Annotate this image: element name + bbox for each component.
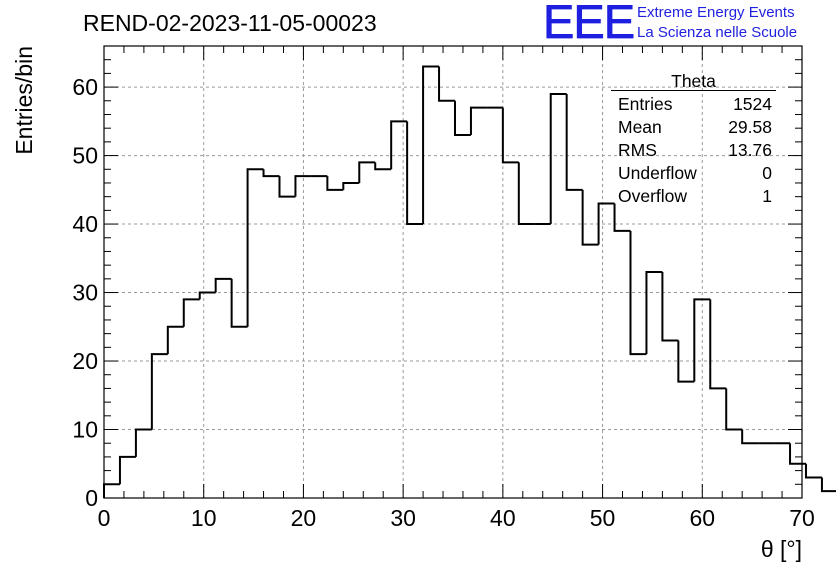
y-tick-label: 0 — [85, 485, 98, 511]
histogram-bin — [294, 175, 312, 197]
histogram-bin — [198, 291, 216, 300]
logo-caption-line1: Extreme Energy Events — [637, 4, 795, 21]
plot-frame — [103, 45, 803, 499]
y-tick-label: 10 — [72, 417, 98, 443]
histogram-bin — [230, 278, 248, 328]
histogram-bin — [438, 66, 455, 102]
histogram-bin — [693, 298, 711, 382]
histogram-bin — [453, 100, 471, 137]
histogram-bin — [661, 272, 679, 342]
axis-ticks — [103, 45, 803, 499]
histogram-bin — [789, 443, 806, 465]
histogram-bin — [501, 107, 519, 164]
histogram-bin — [725, 388, 743, 431]
histogram-bin — [709, 299, 727, 390]
histogram-bin — [581, 189, 599, 246]
y-tick-label: 40 — [72, 211, 98, 237]
x-tick-label: 10 — [191, 505, 217, 531]
stats-value: 13.76 — [728, 140, 772, 160]
stats-value: 1 — [762, 186, 772, 206]
histogram-bin — [804, 463, 822, 479]
histogram-bin — [597, 202, 615, 245]
stats-row-rms: RMS 13.76 — [611, 139, 776, 162]
histogram-bin — [469, 106, 487, 136]
x-axis-label: θ [°] — [761, 536, 802, 562]
histogram-bars — [103, 65, 836, 498]
histogram-bin — [820, 477, 836, 493]
histogram-bin — [182, 298, 200, 327]
histogram-bin — [741, 429, 759, 445]
stats-label: Underflow — [618, 163, 697, 183]
stats-row-overflow: Overflow 1 — [611, 185, 776, 208]
x-tick-label: 50 — [590, 505, 616, 531]
histogram-bin — [406, 121, 424, 226]
x-tick-label: 20 — [291, 505, 317, 531]
logo-caption: Extreme Energy Events La Scienza nelle S… — [637, 3, 797, 43]
histogram-bin — [517, 162, 535, 226]
histogram-bin — [374, 162, 392, 171]
histogram-bin — [326, 176, 344, 191]
histogram-bin — [677, 340, 695, 383]
histogram-bin — [103, 483, 120, 498]
x-tick-label: 30 — [390, 505, 416, 531]
histogram-bin — [549, 92, 567, 225]
stats-value: 0 — [762, 163, 772, 183]
y-tick-label: 30 — [72, 280, 98, 306]
histogram-bin — [422, 65, 440, 225]
stats-value: 1524 — [733, 94, 772, 114]
histogram-bin — [134, 428, 152, 457]
eee-logo: EEE — [543, 0, 636, 48]
stats-row-underflow: Underflow 0 — [611, 162, 776, 185]
histogram-bin — [629, 230, 647, 356]
histogram-bin — [166, 325, 184, 355]
y-tick-label: 20 — [72, 348, 98, 374]
y-tick-label: 50 — [72, 143, 98, 169]
histogram-bin — [214, 277, 232, 293]
y-tick-label: 60 — [72, 74, 98, 100]
stats-box: Theta Entries 1524 Mean 29.58 RMS 13.76 … — [611, 72, 776, 208]
stats-row-entries: Entries 1524 — [611, 93, 776, 116]
y-axis-label: Entries/bin — [11, 46, 37, 155]
histogram-bin — [118, 455, 136, 485]
stats-label: Mean — [618, 117, 662, 137]
stats-value: 29.58 — [728, 117, 772, 137]
x-tick-label: 60 — [689, 505, 715, 531]
chart-title: REND-02-2023-11-05-00023 — [83, 10, 377, 36]
histogram-bin — [390, 120, 408, 170]
stats-label: Entries — [618, 94, 673, 114]
stats-row-mean: Mean 29.58 — [611, 116, 776, 139]
x-tick-label: 40 — [490, 505, 516, 531]
x-tick-label: 0 — [98, 505, 111, 531]
stats-label: RMS — [618, 140, 657, 160]
histogram-bin — [262, 169, 280, 178]
histogram-bin — [150, 353, 168, 430]
histogram-bin — [565, 93, 583, 191]
histogram-bin — [613, 203, 631, 232]
histogram-bin — [278, 176, 296, 198]
histogram-bin — [645, 271, 663, 355]
histogram-bin — [246, 168, 264, 327]
x-tick-label: 70 — [789, 505, 815, 531]
logo-caption-line2: La Scienza nelle Scuole — [637, 24, 798, 41]
stats-title: Theta — [611, 72, 776, 91]
histogram-bin — [358, 161, 376, 183]
histogram-bin — [342, 181, 360, 190]
stats-label: Overflow — [618, 186, 688, 206]
grid-lines — [104, 46, 802, 498]
